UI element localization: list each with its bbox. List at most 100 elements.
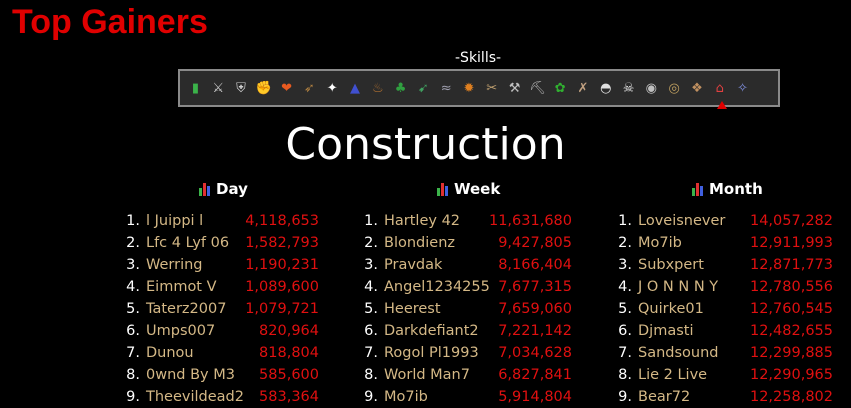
xp-gained-value: 583,364 — [259, 389, 319, 405]
mining-icon[interactable]: ⛏ — [529, 80, 546, 96]
rank-number: 8. — [126, 367, 140, 383]
xp-gained-value: 14,057,282 — [749, 213, 833, 229]
rank-number: 8. — [364, 367, 378, 383]
smithing-icon[interactable]: ⚒ — [508, 80, 521, 96]
thieving-icon[interactable]: ◓ — [600, 80, 612, 96]
summoning-icon[interactable]: ✧ — [737, 80, 748, 96]
player-name-link[interactable]: World Man7 — [384, 367, 470, 383]
player-name-link[interactable]: Loveisnever — [638, 213, 726, 229]
rank-number: 5. — [364, 301, 378, 317]
cooking-icon[interactable]: ♨ — [371, 80, 384, 96]
skills-toolbar: ▮ ⚔ ⛨ ✊ ❤ ➶ ✦ ▲ ♨ ♣ ➹ ≈ ✹ ✂ ⚒ ⛏ ✿ ✗ ◓ ☠ ◉ ◎ ❖ ⌂ ✧ — [178, 69, 780, 109]
player-name-link[interactable]: Djmasti — [638, 323, 694, 339]
player-name-link[interactable]: Bear72 — [638, 389, 691, 405]
chart-bars-icon — [437, 182, 448, 196]
rank-number: 7. — [618, 345, 632, 361]
xp-gained-value: 7,221,142 — [498, 323, 572, 339]
player-name-link[interactable]: Sandsound — [638, 345, 719, 361]
player-name-link[interactable]: Heerest — [384, 301, 441, 317]
rank-number: 6. — [126, 323, 140, 339]
player-name-link[interactable]: Werring — [146, 257, 203, 273]
month-header-label: Month — [709, 180, 763, 198]
xp-gained-value: 4,118,653 — [245, 213, 319, 229]
xp-gained-value: 12,780,556 — [749, 279, 833, 295]
woodcutting-icon[interactable]: ♣ — [394, 80, 407, 96]
rank-number: 2. — [126, 235, 140, 251]
rank-number: 6. — [618, 323, 632, 339]
xp-gained-value: 7,659,060 — [498, 301, 572, 317]
page-title: Top Gainers — [12, 3, 208, 41]
chart-bars-icon — [692, 182, 703, 196]
player-name-link[interactable]: Theevildead2 — [146, 389, 244, 405]
crafting-icon[interactable]: ✂ — [486, 80, 498, 96]
rank-number: 7. — [126, 345, 140, 361]
farming-icon[interactable]: ◉ — [645, 80, 657, 96]
xp-gained-value: 8,166,404 — [498, 257, 572, 273]
player-name-link[interactable]: Mo7ib — [638, 235, 682, 251]
rank-number: 3. — [618, 257, 632, 273]
xp-gained-value: 12,760,545 — [749, 301, 833, 317]
rank-number: 3. — [126, 257, 140, 273]
runecrafting-icon[interactable]: ◎ — [668, 80, 680, 96]
fletching-icon[interactable]: ➹ — [417, 80, 429, 96]
week-column-header: Week — [437, 180, 500, 198]
xp-gained-value: 12,911,993 — [749, 235, 833, 251]
fishing-icon[interactable]: ≈ — [440, 80, 452, 96]
rank-number: 8. — [618, 367, 632, 383]
hunter-icon[interactable]: ❖ — [691, 80, 703, 96]
attack-icon[interactable]: ⚔ — [212, 80, 225, 96]
player-name-link[interactable]: Hartley 42 — [384, 213, 461, 229]
overall-icon[interactable]: ▮ — [191, 80, 199, 96]
player-name-link[interactable]: l Juippi l — [146, 213, 204, 229]
player-name-link[interactable]: Angel1234255 — [384, 279, 490, 295]
ranged-icon[interactable]: ➶ — [303, 80, 315, 96]
xp-gained-value: 6,827,841 — [498, 367, 572, 383]
xp-gained-value: 12,482,655 — [749, 323, 833, 339]
magic-icon[interactable]: ▲ — [349, 80, 360, 96]
rank-number: 5. — [618, 301, 632, 317]
defence-icon[interactable]: ⛨ — [236, 80, 246, 96]
xp-gained-value: 1,079,721 — [245, 301, 319, 317]
rank-number: 4. — [364, 279, 378, 295]
player-name-link[interactable]: Pravdak — [384, 257, 443, 273]
xp-gained-value: 1,190,231 — [245, 257, 319, 273]
player-name-link[interactable]: Blondienz — [384, 235, 455, 251]
firemaking-icon[interactable]: ✹ — [463, 80, 475, 96]
strength-icon[interactable]: ✊ — [255, 80, 272, 96]
player-name-link[interactable]: Quirke01 — [638, 301, 704, 317]
rank-number: 1. — [126, 213, 140, 229]
player-name-link[interactable]: Mo7ib — [384, 389, 428, 405]
slayer-icon[interactable]: ☠ — [622, 80, 635, 96]
player-name-link[interactable]: Subxpert — [638, 257, 704, 273]
player-name-link[interactable]: J O N N N Y — [638, 279, 719, 295]
rank-number: 9. — [618, 389, 632, 405]
herblore-icon[interactable]: ✿ — [554, 80, 566, 96]
xp-gained-value: 12,871,773 — [749, 257, 833, 273]
xp-gained-value: 12,258,802 — [749, 389, 833, 405]
player-name-link[interactable]: Umps007 — [146, 323, 216, 339]
xp-gained-value: 12,299,885 — [749, 345, 833, 361]
agility-icon[interactable]: ✗ — [577, 80, 589, 96]
xp-gained-value: 1,582,793 — [245, 235, 319, 251]
prayer-icon[interactable]: ✦ — [326, 80, 338, 96]
player-name-link[interactable]: Taterz2007 — [146, 301, 227, 317]
month-column-header: Month — [692, 180, 763, 198]
xp-gained-value: 7,677,315 — [498, 279, 572, 295]
rank-number: 1. — [364, 213, 378, 229]
week-header-label: Week — [454, 180, 501, 198]
xp-gained-value: 12,290,965 — [749, 367, 833, 383]
chart-bars-icon — [199, 182, 210, 196]
player-name-link[interactable]: Rogol Pl1993 — [384, 345, 479, 361]
rank-number: 7. — [364, 345, 378, 361]
player-name-link[interactable]: Darkdefiant2 — [384, 323, 479, 339]
player-name-link[interactable]: Dunou — [146, 345, 194, 361]
rank-number: 2. — [618, 235, 632, 251]
player-name-link[interactable]: Eimmot V — [146, 279, 217, 295]
player-name-link[interactable]: 0wnd By M3 — [146, 367, 235, 383]
skill-heading: Construction — [285, 119, 566, 170]
xp-gained-value: 818,804 — [259, 345, 319, 361]
construction-icon[interactable]: ⌂ — [708, 77, 731, 109]
hitpoints-icon[interactable]: ❤ — [281, 80, 293, 96]
player-name-link[interactable]: Lie 2 Live — [638, 367, 708, 383]
player-name-link[interactable]: Lfc 4 Lyf 06 — [146, 235, 230, 251]
